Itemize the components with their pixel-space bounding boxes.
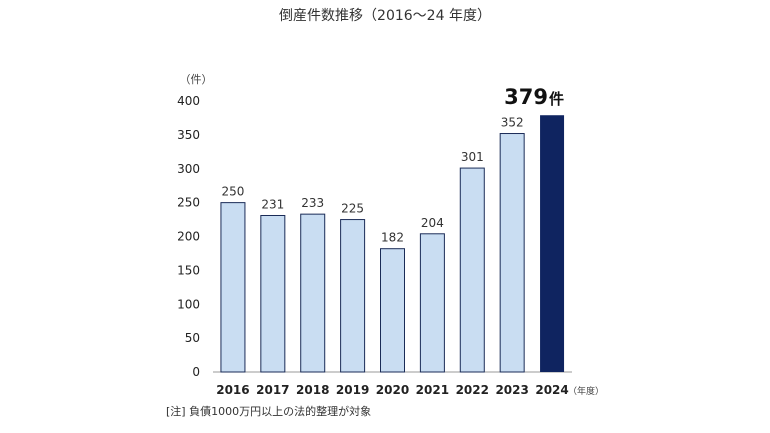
x-tick-2023: 2023 bbox=[495, 383, 528, 397]
data-label-2020: 182 bbox=[381, 231, 404, 245]
x-tick-2020: 2020 bbox=[376, 383, 409, 397]
bar-2021 bbox=[419, 233, 445, 373]
data-label-2016: 250 bbox=[221, 185, 244, 199]
y-tick-label: 100 bbox=[177, 297, 200, 311]
bar-2020 bbox=[380, 248, 405, 373]
x-axis-unit: （年度） bbox=[568, 385, 604, 397]
bar-2018 bbox=[300, 213, 326, 373]
chart-title: 倒産件数推移（2016～24 年度） bbox=[279, 8, 491, 24]
y-tick-label: 300 bbox=[177, 162, 200, 176]
data-label-2018: 233 bbox=[301, 196, 324, 210]
x-tick-2018: 2018 bbox=[296, 383, 329, 397]
bar-2022 bbox=[459, 167, 485, 373]
data-label-2019: 225 bbox=[341, 202, 364, 216]
x-tick-2022: 2022 bbox=[456, 383, 489, 397]
bar-2024 bbox=[540, 115, 565, 372]
footnote: [注] 負債1000万円以上の法的整理が対象 bbox=[166, 404, 371, 418]
data-label-2023: 352 bbox=[501, 116, 524, 130]
highlight-value: 379 bbox=[504, 85, 548, 109]
y-axis-unit: （件） bbox=[180, 73, 213, 86]
x-tick-2016: 2016 bbox=[216, 383, 249, 397]
data-labels: 250 231 233 225 182 204 301 352 bbox=[221, 116, 523, 245]
x-tick-2024: 2024 bbox=[535, 383, 568, 397]
data-label-2022: 301 bbox=[461, 150, 484, 164]
bar-2017 bbox=[260, 214, 286, 373]
y-tick-label: 400 bbox=[177, 94, 200, 108]
y-tick-label: 250 bbox=[177, 196, 200, 210]
x-tick-2019: 2019 bbox=[336, 383, 369, 397]
y-tick-label: 150 bbox=[177, 263, 200, 277]
bars bbox=[220, 115, 565, 373]
bar-2019 bbox=[340, 219, 366, 373]
x-tick-2017: 2017 bbox=[256, 383, 289, 397]
x-tick-2021: 2021 bbox=[416, 383, 449, 397]
y-tick-label: 350 bbox=[177, 128, 200, 142]
y-tick-label: 50 bbox=[185, 331, 200, 345]
bar-2016 bbox=[220, 202, 246, 373]
y-axis-ticks: 0 50 100 150 200 250 300 350 400 bbox=[177, 94, 200, 379]
y-tick-label: 0 bbox=[192, 365, 200, 379]
highlight-unit: 件 bbox=[549, 90, 564, 108]
data-label-2021: 204 bbox=[421, 216, 444, 230]
data-label-2017: 231 bbox=[261, 197, 284, 211]
y-tick-label: 200 bbox=[177, 230, 200, 244]
x-axis-categories: 2016 2017 2018 2019 2020 2021 2022 2023 2024 bbox=[216, 383, 569, 397]
bar-2023 bbox=[499, 133, 525, 373]
